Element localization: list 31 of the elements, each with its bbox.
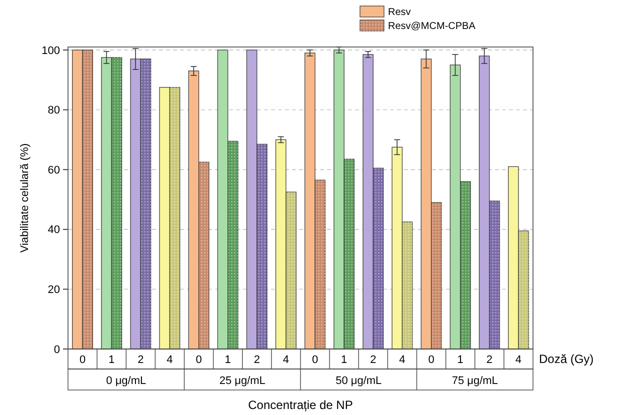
x-tick-label: 1	[457, 354, 464, 366]
x-tick-label: 4	[515, 354, 522, 366]
text: 0 μg/mL	[106, 375, 146, 387]
x-tick-label: 0	[79, 354, 86, 366]
x-tick-label: 2	[486, 354, 492, 366]
text: 75 μg/mL	[452, 375, 498, 387]
x-tick-label: 4	[399, 354, 406, 366]
x-tick-label: 0	[312, 354, 318, 366]
x-tick-label: 2	[138, 354, 144, 366]
legend-label: Resv	[388, 7, 411, 18]
text: 25 μg/mL	[219, 375, 266, 387]
y-axis-title: Viabilitate celulară (%)	[19, 143, 31, 253]
text: Doză (Gy)	[539, 352, 594, 366]
y-tick-label: 20	[48, 284, 60, 296]
x-tick-label: 4	[166, 354, 173, 366]
x-tick-label: 2	[370, 354, 376, 366]
legend-label: Resv@MCM-CPBA	[388, 21, 476, 32]
y-tick-label: 0	[54, 344, 60, 356]
x-tick-label: 2	[254, 354, 260, 366]
y-tick-label: 80	[48, 104, 60, 117]
x-tick-label: 1	[224, 354, 231, 366]
y-tick-label: 60	[48, 164, 60, 176]
x-tick-label: 1	[108, 354, 115, 366]
x-tick-label: 0	[428, 354, 434, 366]
x-tick-label: 1	[341, 354, 348, 366]
x-tick-label: 4	[282, 354, 290, 366]
x-tick-label: 0	[196, 354, 202, 366]
y-tick-label: 40	[48, 224, 60, 236]
x-axis-title: Concentrație de NP	[248, 398, 353, 412]
text: 50 μg/mL	[336, 375, 382, 387]
y-tick-label: 100	[42, 44, 60, 57]
